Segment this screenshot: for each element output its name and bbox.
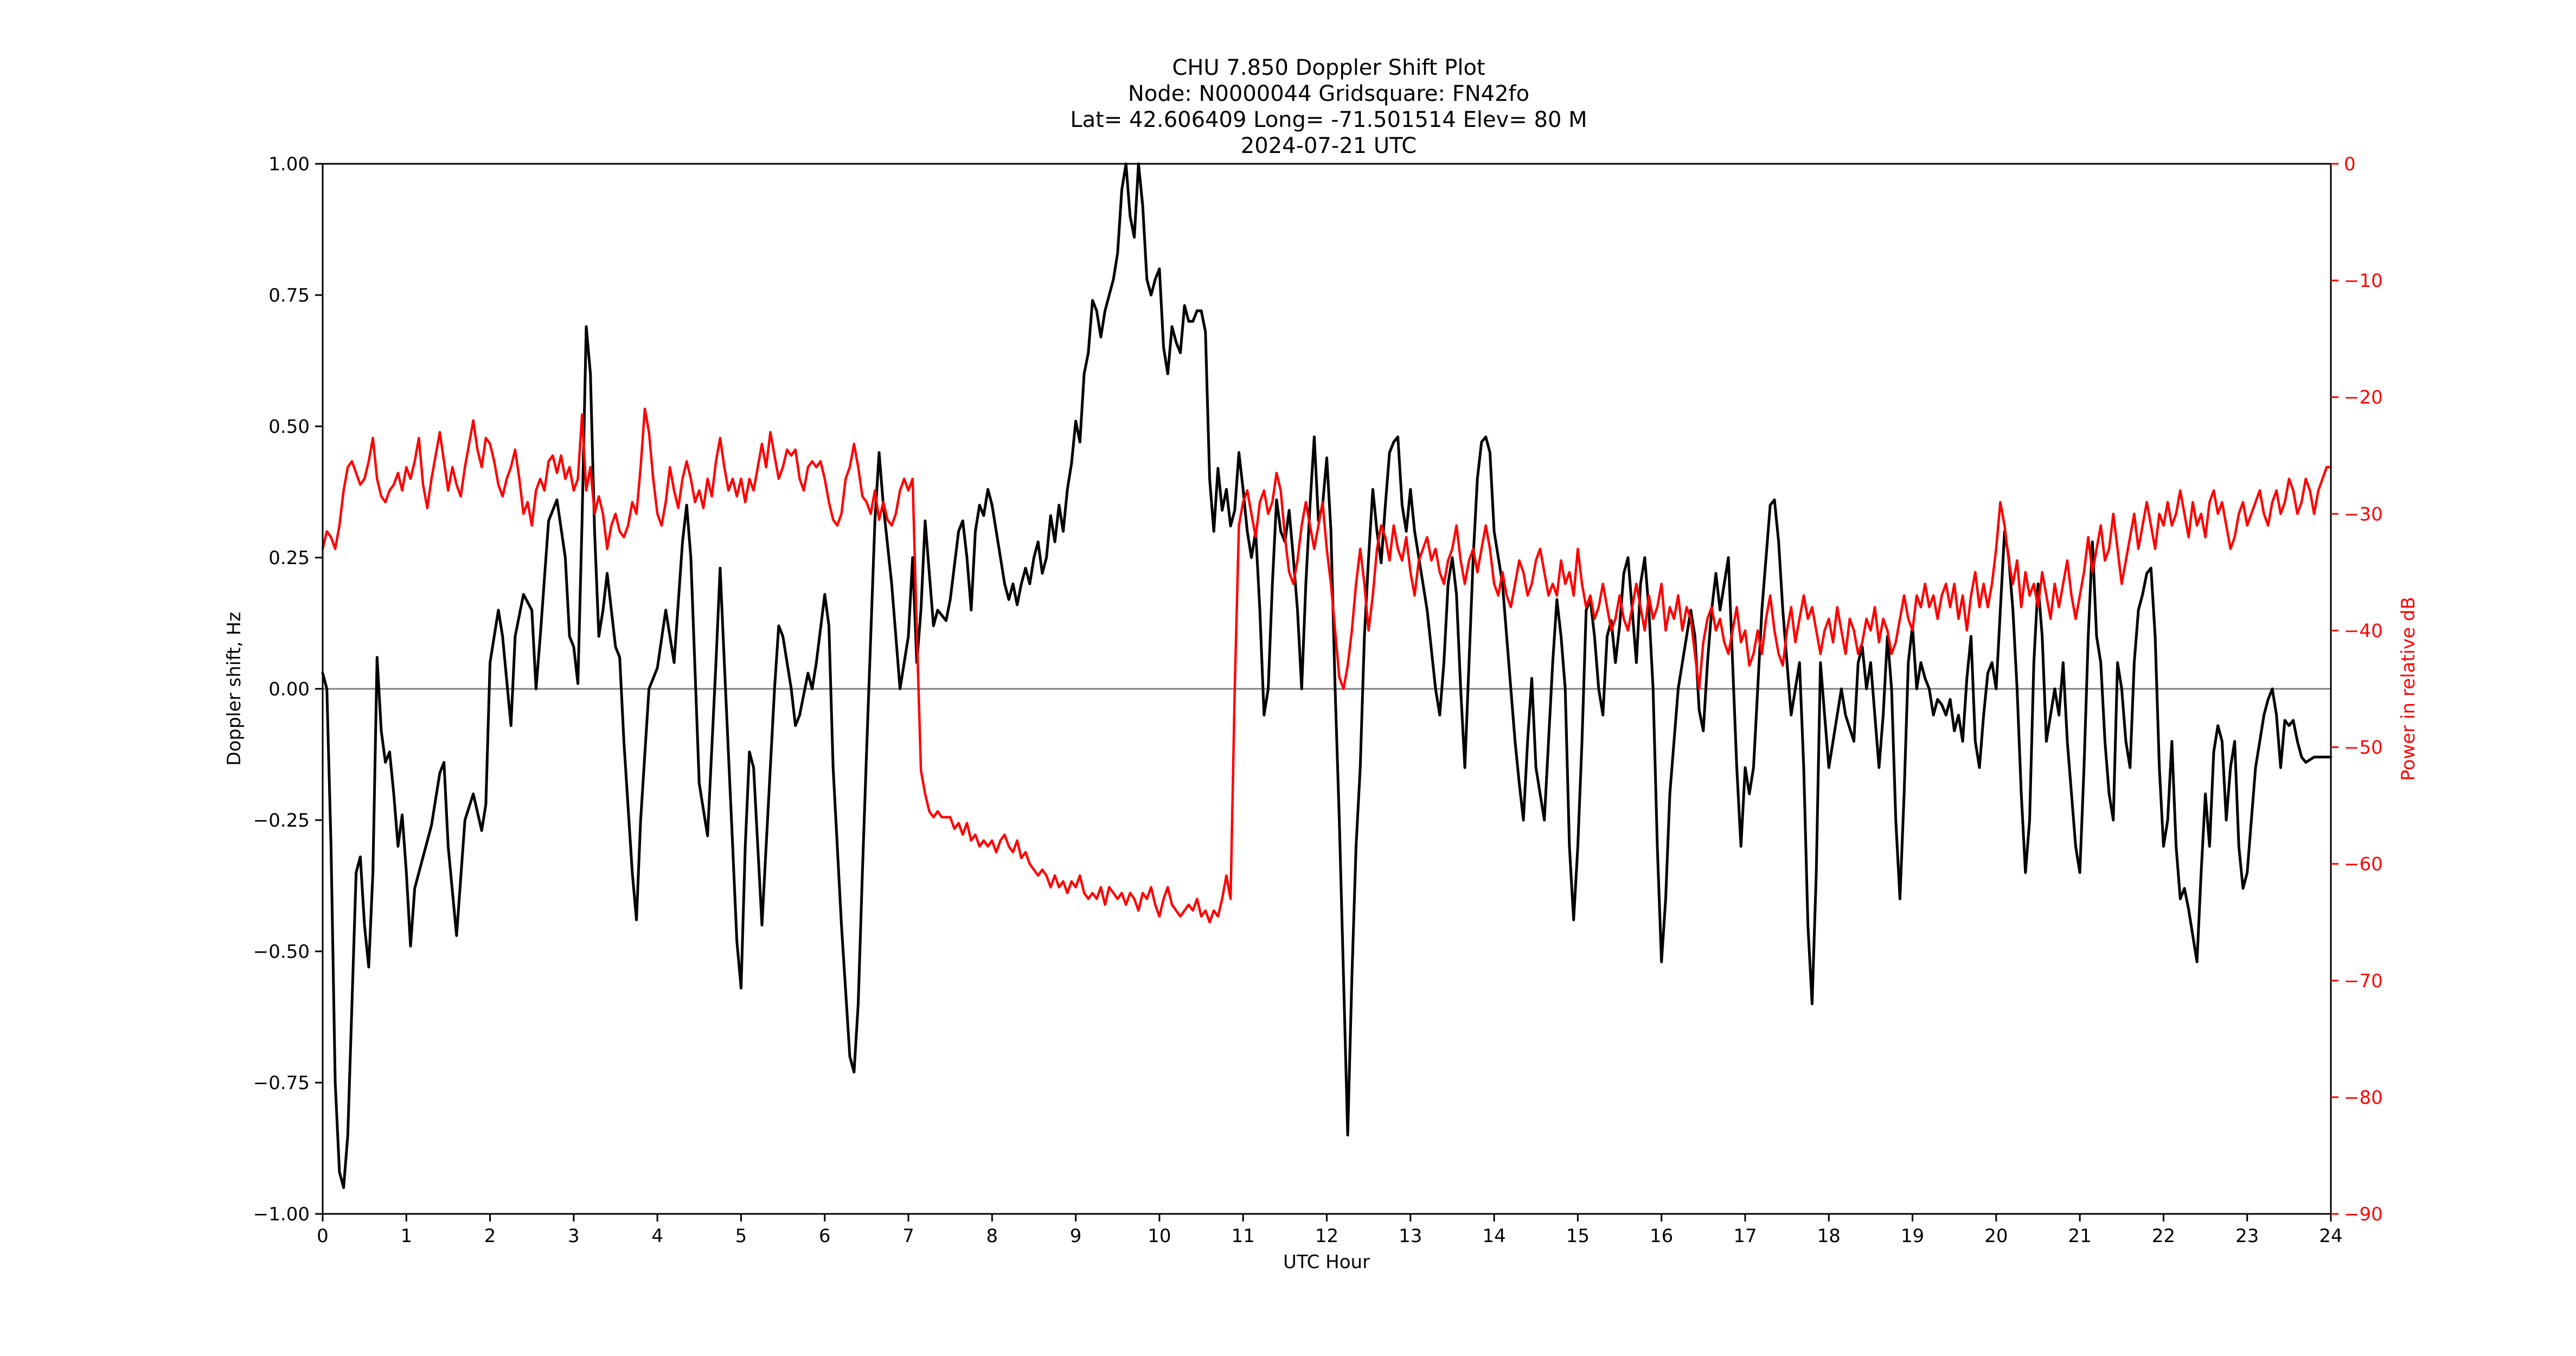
right-y-tick-label: 0 [2344,153,2356,175]
left-y-tick-label: 1.00 [268,153,310,175]
right-y-tick-label: −70 [2344,970,2383,992]
right-y-tick-label: −40 [2344,620,2383,642]
left-y-tick-label: 0.25 [268,547,310,569]
x-tick-label: 24 [2319,1225,2342,1247]
x-tick-label: 11 [1232,1225,1255,1247]
x-tick-label: 12 [1315,1225,1338,1247]
x-tick-label: 9 [1070,1225,1082,1247]
right-y-tick-label: −60 [2344,854,2383,875]
x-tick-label: 1 [400,1225,412,1247]
x-tick-label: 17 [1733,1225,1757,1247]
left-y-tick-label: 0.00 [268,679,310,700]
x-tick-label: 19 [1901,1225,1924,1247]
right-y-axis-label: Power in relative dB [2398,597,2419,781]
left-y-tick-label: 0.75 [268,285,310,306]
right-y-axis-ticks: 0 −10 −20 −30 −40 −50 −60 −70 −80 −90 [2331,153,2383,1225]
x-tick-label: 3 [568,1225,580,1247]
right-y-tick-label: −10 [2344,270,2383,292]
series-layer [321,162,2333,1189]
x-tick-label: 8 [986,1225,998,1247]
x-axis-ticks: 0 1 2 3 4 5 6 7 8 9 10 11 12 13 14 15 16 17 18 19 20 21 22 23 24 [317,1214,2343,1247]
right-y-tick-label: −30 [2344,503,2383,525]
x-tick-label: 15 [1566,1225,1590,1247]
left-y-tick-label: −1.00 [253,1204,310,1225]
left-y-tick-label: −0.75 [253,1072,310,1094]
x-tick-label: 14 [1482,1225,1505,1247]
x-tick-label: 2 [484,1225,496,1247]
x-tick-label: 13 [1399,1225,1422,1247]
x-axis-label: UTC Hour [1283,1251,1370,1273]
right-y-tick-label: −50 [2344,737,2383,759]
chart-title: CHU 7.850 Doppler Shift Plot Node: N0000… [1070,55,1587,158]
right-y-tick-label: −90 [2344,1204,2383,1225]
right-y-tick-label: −20 [2344,387,2383,408]
power-series-line [321,407,2333,924]
left-y-tick-label: 0.50 [268,416,310,438]
title-line-2: Node: N0000044 Gridsquare: FN42fo [1128,81,1529,106]
title-line-1: CHU 7.850 Doppler Shift Plot [1172,55,1485,80]
x-tick-label: 20 [1984,1225,2008,1247]
x-tick-label: 6 [819,1225,831,1247]
right-y-tick-label: −80 [2344,1087,2383,1109]
left-y-axis-label: Doppler shift, Hz [223,612,245,766]
x-tick-label: 22 [2152,1225,2175,1247]
x-tick-label: 0 [317,1225,329,1247]
x-tick-label: 4 [651,1225,663,1247]
x-tick-label: 18 [1817,1225,1841,1247]
x-tick-label: 10 [1148,1225,1171,1247]
x-tick-label: 7 [902,1225,914,1247]
x-tick-label: 23 [2235,1225,2259,1247]
left-y-tick-label: −0.25 [253,810,310,831]
left-y-tick-label: −0.50 [253,941,310,963]
x-tick-label: 5 [735,1225,747,1247]
x-tick-label: 16 [1650,1225,1673,1247]
title-line-4: 2024-07-21 UTC [1241,133,1417,158]
left-y-axis-ticks: 1.00 0.75 0.50 0.25 0.00 −0.25 −0.50 −0.75 −1.00 [253,153,323,1225]
title-line-3: Lat= 42.606409 Long= -71.501514 Elev= 80… [1070,107,1587,132]
x-tick-label: 21 [2068,1225,2091,1247]
